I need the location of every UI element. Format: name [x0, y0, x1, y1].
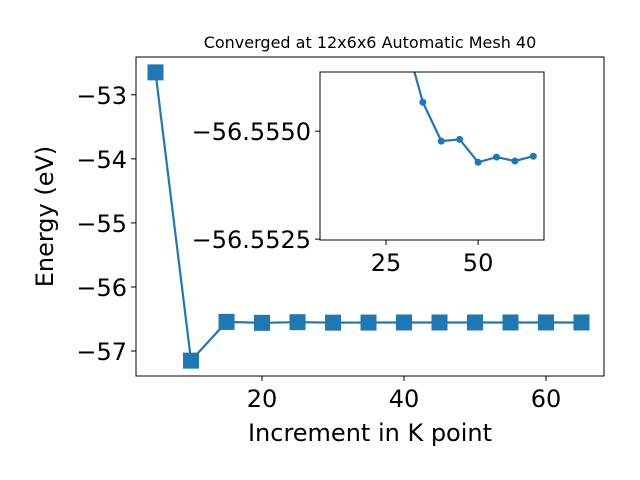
- x-tick-label: 50: [463, 249, 494, 277]
- marker: [474, 158, 482, 166]
- plot-content: [147, 64, 590, 369]
- marker: [396, 314, 413, 331]
- marker: [437, 137, 445, 145]
- marker: [183, 352, 200, 369]
- marker: [529, 152, 537, 160]
- y-tick-label: −54: [76, 146, 127, 174]
- x-tick-label: 20: [247, 385, 278, 413]
- y-tick-label: −56.5550: [192, 118, 311, 146]
- marker: [431, 314, 448, 331]
- chart-title: Converged at 12x6x6 Automatic Mesh 40: [204, 33, 537, 52]
- y-tick-label: −56.5525: [192, 226, 311, 254]
- marker: [360, 314, 377, 331]
- axes: 25 50 −56.5550 −56.5525: [192, 71, 545, 277]
- marker: [254, 314, 271, 331]
- x-axis-label: Increment in K point: [248, 419, 492, 447]
- marker: [218, 313, 235, 330]
- x-tick-label: 40: [389, 385, 420, 413]
- axes-frame: [319, 71, 545, 241]
- y-tick-label: −56: [76, 274, 127, 302]
- marker: [511, 157, 519, 165]
- marker: [573, 314, 590, 331]
- marker: [492, 153, 500, 161]
- y-tick-label: −57: [76, 338, 127, 366]
- y-tick-label: −53: [76, 82, 127, 110]
- y-axis-label: Energy (eV): [31, 146, 59, 288]
- plot-area: [320, 72, 544, 240]
- marker: [289, 314, 306, 331]
- marker: [419, 98, 427, 106]
- axes-frame: [135, 56, 605, 377]
- plot-content: [413, 72, 537, 166]
- y-tick-label: −55: [76, 210, 127, 238]
- marker: [502, 314, 519, 331]
- marker: [456, 135, 464, 143]
- marker: [325, 314, 342, 331]
- marker: [537, 314, 554, 331]
- marker: [147, 64, 164, 81]
- x-tick-label: 25: [371, 249, 402, 277]
- marker: [467, 314, 484, 331]
- x-tick-label: 60: [531, 385, 562, 413]
